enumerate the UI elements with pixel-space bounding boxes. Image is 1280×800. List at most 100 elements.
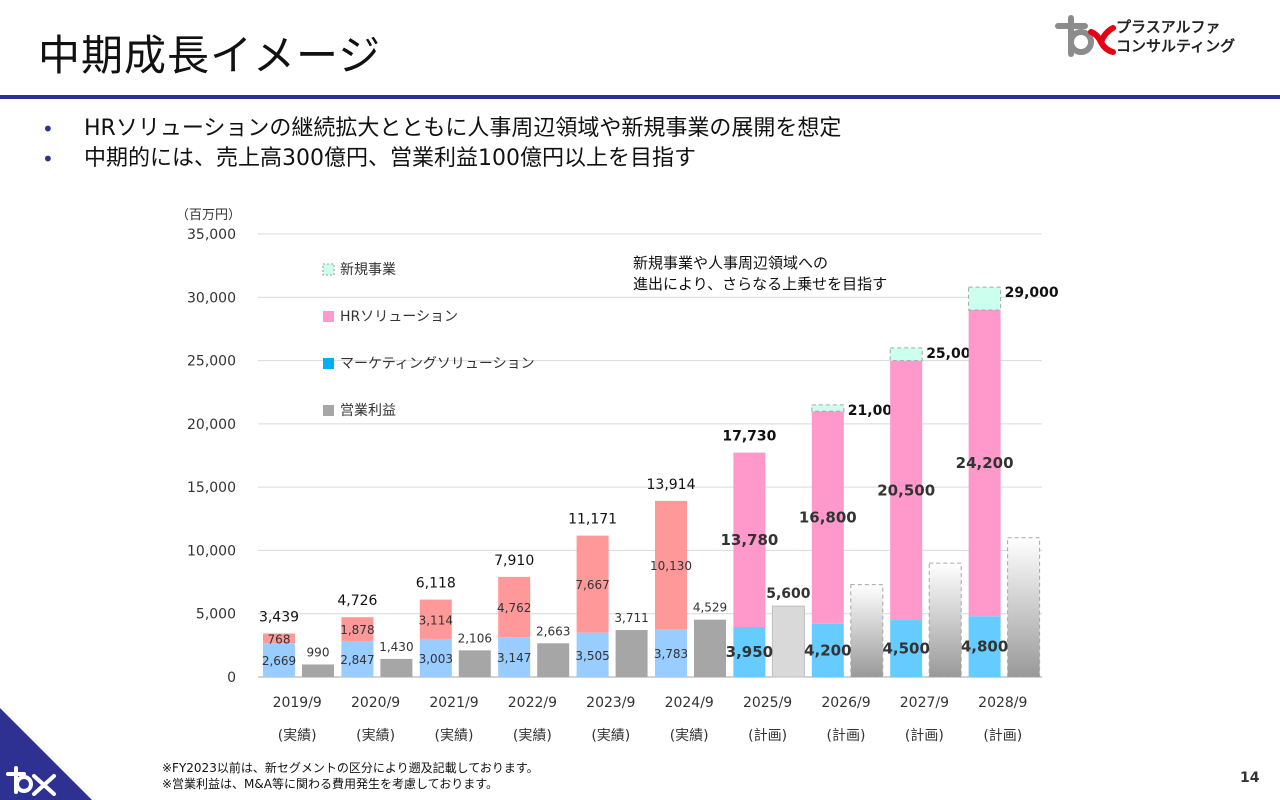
x-tick-sublabel: (実績) <box>278 728 317 744</box>
legend-label: 新規事業 <box>340 262 396 278</box>
data-label-profit: 3,711 <box>614 611 648 625</box>
data-label-marketing: 4,800 <box>961 638 1008 656</box>
bar-hr <box>419 599 452 639</box>
data-label-hr: 3,114 <box>419 613 453 627</box>
bar-new-business <box>889 347 923 362</box>
footnote: ※営業利益は、M&A等に関わる費用発生を考慮しております。 <box>162 777 499 791</box>
x-tick-label: 2025/9 <box>743 695 792 711</box>
data-label-hr: 7,667 <box>575 578 609 592</box>
data-label-marketing: 3,783 <box>654 647 688 661</box>
bar-marketing <box>341 640 374 677</box>
footnote: ※FY2023以前は、新セグメントの区分により遡及記載しております。 <box>162 761 539 775</box>
bar-hr <box>811 411 844 624</box>
data-label-profit: 2,106 <box>458 631 492 645</box>
bar-hr <box>576 535 609 633</box>
y-tick-label: 35,000 <box>187 227 236 243</box>
company-name: プラスアルファ コンサルティング <box>1116 18 1236 55</box>
data-label-profit: 2,663 <box>536 624 570 638</box>
legend-label: 営業利益 <box>340 403 396 419</box>
x-tick-sublabel: (計画) <box>748 728 787 744</box>
x-tick-sublabel: (計画) <box>827 728 866 744</box>
page-number: 14 <box>1240 770 1260 786</box>
bullet-icon: • <box>42 147 54 171</box>
page-title: 中期成長イメージ <box>38 31 382 80</box>
legend-swatch <box>323 311 334 322</box>
bar-operating-profit <box>380 658 413 677</box>
bar-marketing <box>498 637 531 677</box>
title-rule <box>0 95 1280 99</box>
data-label-hr: 16,800 <box>799 509 857 527</box>
y-tick-label: 5,000 <box>196 607 236 623</box>
bar-hr <box>655 500 687 630</box>
total-label: 17,730 <box>722 429 776 445</box>
x-tick-label: 2024/9 <box>665 695 714 711</box>
x-tick-label: 2027/9 <box>900 695 949 711</box>
x-tick-sublabel: (実績) <box>670 728 709 744</box>
bar-operating-profit <box>694 619 726 677</box>
data-label-hr: 1,878 <box>340 623 374 637</box>
legend-swatch <box>322 263 335 276</box>
x-tick-label: 2026/9 <box>821 695 870 711</box>
bar-new-business <box>968 286 1002 311</box>
bar-marketing <box>655 629 687 677</box>
footnotes: ※FY2023以前は、新セグメントの区分により遡及記載しております。 ※営業利益… <box>162 760 539 792</box>
x-tick-sublabel: (実績) <box>513 728 552 744</box>
data-label-profit: 5,600 <box>766 586 811 602</box>
x-tick-label: 2021/9 <box>429 695 478 711</box>
chart-annotation: 進出により、さらなる上乗せを目指す <box>633 275 887 293</box>
data-label-hr: 24,200 <box>956 454 1014 472</box>
legend-swatch <box>323 405 334 416</box>
bar-operating-profit <box>537 643 570 677</box>
logo-mark <box>1055 15 1094 57</box>
data-label-hr: 768 <box>268 632 291 646</box>
total-label: 3,439 <box>259 609 299 625</box>
x-tick-sublabel: (実績) <box>356 728 395 744</box>
total-label: 21,000 <box>848 403 902 419</box>
chart-annotation: 新規事業や人事周辺領域への <box>633 254 828 272</box>
bar-hr <box>733 452 766 628</box>
legend-label: マーケティングソリューション <box>340 356 535 372</box>
bar-operating-profit <box>928 562 962 678</box>
total-label: 4,726 <box>337 593 377 609</box>
total-label: 25,000 <box>926 346 980 362</box>
y-tick-label: 0 <box>227 670 236 686</box>
data-label-profit: 990 <box>307 645 330 659</box>
bar-hr <box>498 576 531 638</box>
bar-operating-profit <box>458 650 491 677</box>
x-tick-label: 2023/9 <box>586 695 635 711</box>
y-tick-label: 10,000 <box>187 543 236 559</box>
corner-logo-badge <box>0 708 92 800</box>
bar-marketing <box>576 632 609 677</box>
bullet-item: • 中期的には、売上高300億円、営業利益100億円以上を目指す <box>42 144 841 174</box>
legend-swatch <box>323 358 334 369</box>
data-label-marketing: 3,505 <box>575 649 609 663</box>
data-label-marketing: 4,200 <box>804 641 851 659</box>
y-tick-label: 25,000 <box>187 354 236 370</box>
data-label-marketing: 3,950 <box>726 643 773 661</box>
bullet-icon: • <box>42 117 54 141</box>
bar-hr <box>341 617 374 641</box>
bar-operating-profit <box>615 630 648 677</box>
total-label: 7,910 <box>494 553 534 569</box>
data-label-hr: 20,500 <box>877 481 935 499</box>
y-tick-label: 15,000 <box>187 480 236 496</box>
total-label: 29,000 <box>1005 285 1059 301</box>
data-label-marketing: 4,500 <box>882 640 929 658</box>
data-label-marketing: 2,669 <box>262 654 296 668</box>
x-tick-sublabel: (実績) <box>591 728 630 744</box>
bar-new-business <box>811 404 845 412</box>
bar-operating-profit <box>850 584 884 678</box>
bar-marketing <box>811 623 844 677</box>
data-label-profit: 4,529 <box>693 601 727 615</box>
x-tick-label: 2019/9 <box>273 695 322 711</box>
x-tick-sublabel: (実績) <box>435 728 474 744</box>
bar-marketing <box>968 616 1001 677</box>
bar-marketing <box>263 643 295 677</box>
bar-operating-profit <box>771 605 805 678</box>
total-label: 11,171 <box>568 512 617 528</box>
legend-label: HRソリューション <box>340 309 458 325</box>
y-tick-label: 30,000 <box>187 290 236 306</box>
x-tick-sublabel: (計画) <box>905 728 944 744</box>
data-label-marketing: 3,147 <box>497 651 531 665</box>
